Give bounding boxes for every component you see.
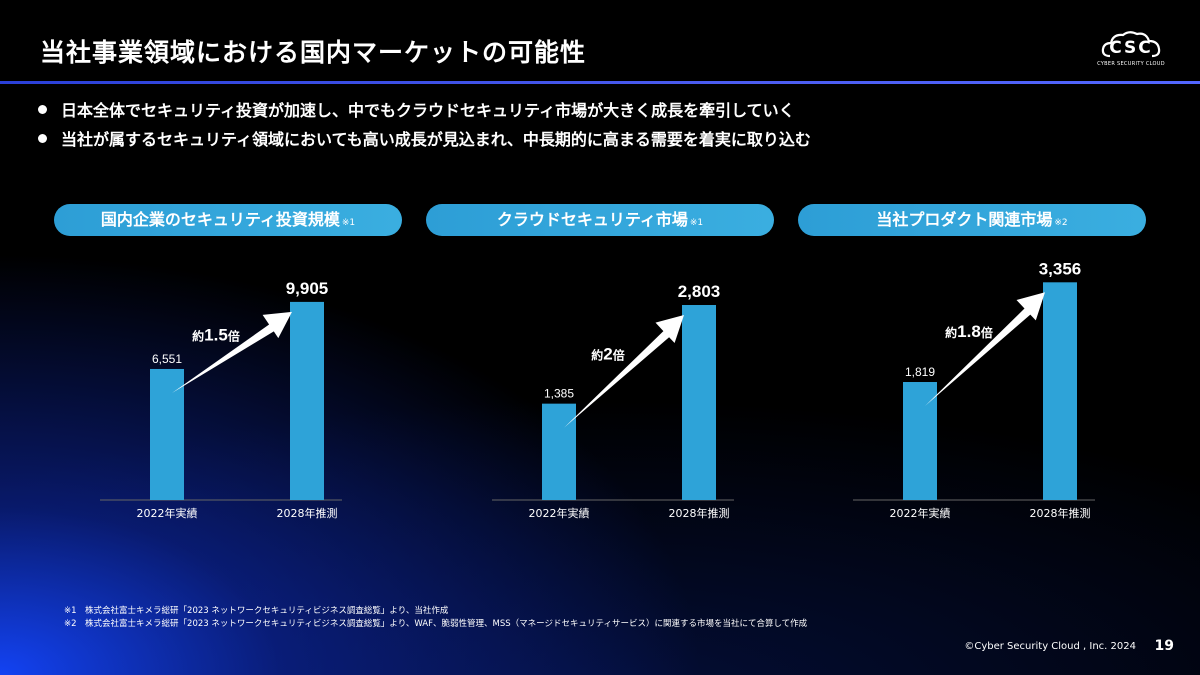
growth-arrow <box>925 292 1045 406</box>
chart-note: ※1 <box>341 218 356 228</box>
bar-2022年実績 <box>542 403 576 500</box>
footnote: ※2 株式会社富士キメラ総研「2023 ネットワークセキュリティビジネス調査総覧… <box>64 619 808 629</box>
x-tick-label: 2022年実績 <box>890 506 951 520</box>
bar-chart-product-market: 1,819 2022年実績 3,356 2028年推測 約1.8倍 <box>853 259 1095 520</box>
data-label: 2,803 <box>678 282 721 301</box>
title-divider <box>0 81 1200 84</box>
logo-text: CSC <box>1109 38 1153 58</box>
x-tick-label: 2022年実績 <box>529 506 590 520</box>
x-tick-label: 2028年推測 <box>1030 506 1091 520</box>
bullet-list: 日本全体でセキュリティ投資が加速し、中でもクラウドセキュリティ市場が大きく成長を… <box>38 96 811 154</box>
bar-2028年推測 <box>682 305 716 500</box>
chart-title: 国内企業のセキュリティ投資規模 <box>100 210 340 229</box>
chart-title: 当社プロダクト関連市場 <box>876 210 1053 229</box>
chart-title-pill: 当社プロダクト関連市場 ※2 <box>798 204 1146 236</box>
data-label: 6,551 <box>152 352 182 366</box>
bar-2022年実績 <box>150 368 184 500</box>
bullet-text: 日本全体でセキュリティ投資が加速し、中でもクラウドセキュリティ市場が大きく成長を… <box>61 101 795 120</box>
chart-title-pill: 国内企業のセキュリティ投資規模 ※1 <box>54 204 402 236</box>
x-tick-label: 2028年推測 <box>277 506 338 520</box>
data-label: 9,905 <box>286 279 329 298</box>
bullet-text: 当社が属するセキュリティ領域においても高い成長が見込まれ、中長期的に高まる需要を… <box>61 130 811 149</box>
company-logo: CSC CYBER SECURITY CLOUD <box>1097 30 1165 72</box>
growth-arrow <box>172 311 292 393</box>
bar-2028年推測 <box>290 301 324 500</box>
bullet-item: 日本全体でセキュリティ投資が加速し、中でもクラウドセキュリティ市場が大きく成長を… <box>38 96 811 125</box>
data-label: 1,385 <box>544 387 574 401</box>
page-title: 当社事業領域における国内マーケットの可能性 <box>40 38 587 67</box>
growth-label: 約1.8倍 <box>945 322 993 341</box>
chart-title: クラウドセキュリティ市場 <box>496 210 688 229</box>
bullet-dot-icon <box>38 105 47 114</box>
chart-title-pill: クラウドセキュリティ市場 ※1 <box>426 204 774 236</box>
cloud-icon <box>1101 31 1161 58</box>
growth-label: 約2倍 <box>591 344 625 363</box>
data-label: 3,356 <box>1039 259 1082 278</box>
chart-note: ※1 <box>689 218 704 228</box>
logo-subtext: CYBER SECURITY CLOUD <box>1097 61 1165 67</box>
bullet-item: 当社が属するセキュリティ領域においても高い成長が見込まれ、中長期的に高まる需要を… <box>38 125 811 154</box>
bar-chart-security-investment: 6,551 2022年実績 9,905 2028年推測 約1.5倍 <box>100 279 342 520</box>
bar-2028年推測 <box>1043 282 1077 500</box>
growth-arrow <box>564 315 684 428</box>
growth-label: 約1.5倍 <box>192 325 240 344</box>
copyright: ©Cyber Security Cloud , Inc. 2024 <box>964 641 1136 652</box>
data-label: 1,819 <box>905 365 935 379</box>
bar-chart-cloud-security: 1,385 2022年実績 2,803 2028年推測 約2倍 <box>492 282 734 520</box>
footnotes: ※1 株式会社富士キメラ総研「2023 ネットワークセキュリティビジネス調査総覧… <box>64 605 807 631</box>
footnote: ※1 株式会社富士キメラ総研「2023 ネットワークセキュリティビジネス調査総覧… <box>64 606 449 616</box>
bar-2022年実績 <box>903 382 937 500</box>
x-tick-label: 2028年推測 <box>669 506 730 520</box>
chart-note: ※2 <box>1054 218 1068 228</box>
x-tick-label: 2022年実績 <box>137 506 198 520</box>
bullet-dot-icon <box>38 134 47 143</box>
page-number: 19 <box>1154 638 1174 654</box>
